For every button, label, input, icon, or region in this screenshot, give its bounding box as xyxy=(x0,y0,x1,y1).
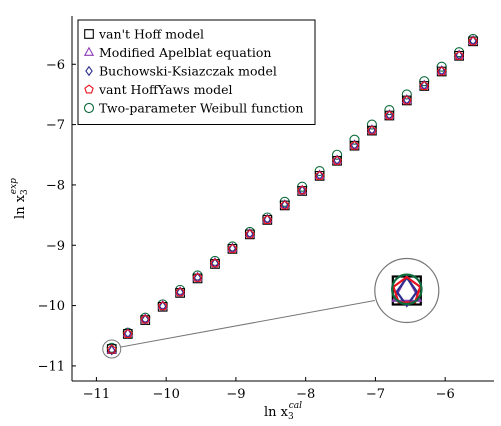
series-pentagon xyxy=(107,36,478,354)
x-tick-label: −11 xyxy=(83,387,110,402)
point-pentagon xyxy=(468,36,478,46)
legend-marker-circle xyxy=(83,102,95,114)
point-diamond xyxy=(298,185,306,196)
legend-item: vant HoffYaws model xyxy=(84,82,232,97)
point-diamond xyxy=(107,344,116,356)
point-pentagon xyxy=(349,140,360,150)
point-pentagon xyxy=(175,287,185,297)
point-circle xyxy=(384,105,395,116)
point-diamond xyxy=(158,300,167,312)
zoom-inset-markers xyxy=(391,273,423,308)
point-pentagon xyxy=(140,314,150,324)
legend-label: van't Hoff model xyxy=(98,27,204,42)
point-pentagon xyxy=(210,258,220,268)
data-points xyxy=(106,33,479,356)
zoom-target-ring xyxy=(102,339,122,359)
legend-item: Two-parameter Weibull function xyxy=(83,101,303,116)
point-pentagon xyxy=(297,185,307,195)
x-tick-label: −8 xyxy=(296,387,315,402)
legend-marker-pentagon xyxy=(84,84,94,94)
y-axis-label-sub: 3 xyxy=(20,189,30,195)
y-tick-label: −8 xyxy=(46,178,65,193)
y-tick-label: −9 xyxy=(46,239,65,254)
x-tick-label: −10 xyxy=(152,387,179,402)
point-pentagon xyxy=(402,95,412,105)
point-diamond xyxy=(141,314,150,325)
legend-label: Modified Apelblat equation xyxy=(99,45,271,60)
point-diamond xyxy=(193,272,202,284)
point-pentagon xyxy=(436,66,447,76)
point-pentagon xyxy=(314,170,325,180)
legend-label: Two-parameter Weibull function xyxy=(99,101,303,116)
point-pentagon xyxy=(107,344,117,354)
point-pentagon xyxy=(192,272,203,282)
point-circle xyxy=(366,119,377,130)
point-pentagon xyxy=(123,328,133,338)
point-circle xyxy=(401,89,412,100)
x-axis-label-sub: 3 xyxy=(288,412,294,422)
zoom-inset xyxy=(102,257,440,359)
point-diamond xyxy=(176,287,184,298)
legend-marker-diamond xyxy=(85,65,93,77)
legend-box xyxy=(77,19,316,125)
y-axis-label: ln x3exp xyxy=(9,178,30,219)
x-axis-label-sup: cal xyxy=(289,401,302,411)
legend-item: Modified Apelblat equation xyxy=(83,45,271,60)
inset-marker-circle xyxy=(391,273,423,306)
legend-label: Buchowski-Ksiazczak model xyxy=(99,64,277,79)
legend-marker-triangle xyxy=(83,46,95,56)
legend-item: Buchowski-Ksiazczak model xyxy=(85,64,277,79)
y-axis-label-base: ln x xyxy=(13,194,28,219)
point-pentagon xyxy=(157,301,168,311)
inset-marker-diamond xyxy=(395,275,419,308)
point-pentagon xyxy=(245,229,255,239)
point-pentagon xyxy=(262,214,273,224)
point-pentagon xyxy=(454,50,464,60)
inset-marker-pentagon xyxy=(392,275,422,304)
y-axis-label-sup: exp xyxy=(9,178,19,194)
x-tick-label: −6 xyxy=(436,387,455,402)
axes: −11 −10 −9 −8 −7 −6 −11 −10 −9 −8 −7 −6 xyxy=(38,16,494,402)
legend-item: van't Hoff model xyxy=(84,27,204,42)
point-pentagon xyxy=(227,243,238,253)
zoom-inset-circle xyxy=(374,257,440,324)
point-diamond xyxy=(211,258,219,269)
x-tick-label: −9 xyxy=(226,387,245,402)
legend-label: vant HoffYaws model xyxy=(98,82,232,97)
x-tick-label: −7 xyxy=(366,387,385,402)
legend: van't Hoff model Modified Apelblat equati… xyxy=(77,19,316,125)
y-tick-label: −10 xyxy=(38,299,65,314)
point-circle xyxy=(331,149,343,160)
point-pentagon xyxy=(332,155,342,165)
point-pentagon xyxy=(384,110,395,120)
legend-marker-square xyxy=(84,29,94,39)
zoom-connector-line xyxy=(120,300,375,348)
point-circle xyxy=(349,134,360,145)
point-pentagon xyxy=(280,200,290,210)
y-tick-label: −11 xyxy=(38,359,65,374)
y-tick-label: −7 xyxy=(46,118,65,133)
point-pentagon xyxy=(367,125,377,135)
point-pentagon xyxy=(419,81,429,91)
y-tick-label: −6 xyxy=(46,58,65,73)
x-axis-label: ln x3cal xyxy=(264,401,302,422)
x-axis-label-base: ln x xyxy=(264,405,289,420)
